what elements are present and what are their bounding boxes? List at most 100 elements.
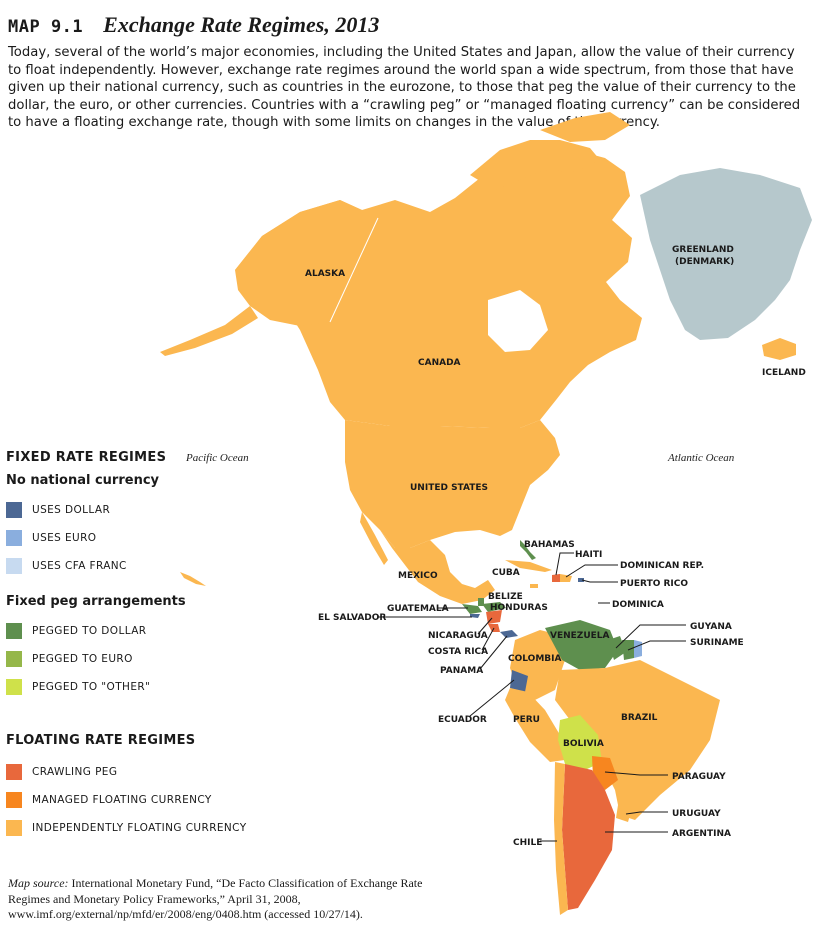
- argentina-region: [562, 764, 615, 910]
- label-haiti: HAITI: [575, 550, 602, 560]
- label-iceland: ICELAND: [762, 368, 806, 378]
- hudson-bay: [488, 290, 548, 352]
- legend-label-managed-floating: MANAGED FLOATING CURRENCY: [32, 794, 212, 806]
- leader-haiti: [555, 552, 574, 576]
- swatch-uses-cfa: [6, 558, 22, 574]
- leader-costa-rica: [481, 627, 495, 651]
- label-argentina: ARGENTINA: [672, 829, 731, 839]
- ellesmere: [540, 112, 630, 142]
- map-title: Exchange Rate Regimes, 2013: [103, 12, 380, 37]
- label-uruguay: URUGUAY: [672, 809, 721, 819]
- label-colombia: COLOMBIA: [508, 654, 561, 664]
- legend-item-uses-dollar: USES DOLLAR: [6, 496, 247, 524]
- map-source: Map source: International Monetary Fund,…: [8, 876, 428, 923]
- label-guyana: GUYANA: [690, 622, 732, 632]
- legend-item-uses-euro: USES EURO: [6, 524, 247, 552]
- bahamas-region: [520, 540, 536, 560]
- label-chile: CHILE: [513, 838, 542, 848]
- swatch-managed-floating: [6, 792, 22, 808]
- leader-dominican-rep: [565, 564, 618, 578]
- label-guatemala: GUATEMALA: [387, 604, 449, 614]
- map-header: MAP 9.1 Exchange Rate Regimes, 2013: [8, 12, 379, 38]
- alaska-canada-border: [329, 217, 379, 323]
- label-ecuador: ECUADOR: [438, 715, 487, 725]
- guatemala-region: [462, 604, 482, 614]
- label-honduras: HONDURAS: [490, 603, 548, 613]
- legend-item-managed-floating: MANAGED FLOATING CURRENCY: [6, 786, 247, 814]
- pacific-ocean-label: Pacific Ocean: [185, 452, 249, 464]
- el-salvador-region: [470, 614, 480, 618]
- baja: [360, 512, 388, 565]
- label-puerto-rico: PUERTO RICO: [620, 579, 688, 589]
- alaska-peninsula: [160, 306, 258, 356]
- swatch-pegged-dollar: [6, 623, 22, 639]
- swatch-pegged-euro: [6, 651, 22, 667]
- legend-no-currency-heading: No national currency: [6, 473, 160, 488]
- label-paraguay: PARAGUAY: [672, 772, 726, 782]
- hispaniola-dr: [560, 574, 572, 582]
- label-greenland-2: (DENMARK): [675, 257, 734, 267]
- label-bahamas: BAHAMAS: [524, 540, 575, 550]
- hispaniola-haiti: [552, 574, 560, 582]
- legend-label-pegged-other: PEGGED TO "OTHER": [32, 681, 151, 693]
- label-bolivia: BOLIVIA: [563, 739, 604, 749]
- leader-uruguay: [625, 811, 668, 815]
- swatch-pegged-other: [6, 679, 22, 695]
- legend-item-uses-cfa: USES CFA FRANC: [6, 552, 247, 580]
- legend-label-uses-dollar: USES DOLLAR: [32, 504, 111, 516]
- legend-floating-heading: FLOATING RATE REGIMES: [6, 733, 196, 748]
- label-dominica: DOMINICA: [612, 600, 664, 610]
- ecuador-region: [510, 670, 528, 692]
- mexico-region: [380, 530, 495, 604]
- honduras-region: [482, 602, 506, 612]
- label-panama: PANAMA: [440, 666, 483, 676]
- hawaii: [180, 572, 206, 586]
- united-states-region: [345, 420, 560, 548]
- greenland-region: [640, 168, 812, 340]
- swatch-uses-dollar: [6, 502, 22, 518]
- label-alaska: ALASKA: [305, 269, 345, 279]
- cuba-region: [505, 560, 552, 572]
- source-label: Map source:: [8, 876, 69, 890]
- leader-guyana: [615, 624, 686, 649]
- iceland-region: [762, 338, 796, 360]
- label-greenland-1: GREENLAND: [672, 245, 734, 255]
- intro-paragraph: Today, several of the world’s major econ…: [8, 45, 801, 130]
- label-canada: CANADA: [418, 358, 461, 368]
- leader-lines: [377, 552, 686, 842]
- legend-item-independently-floating: INDEPENDENTLY FLOATING CURRENCY: [6, 814, 247, 842]
- leader-puerto-rico: [581, 579, 618, 583]
- label-belize: BELIZE: [488, 592, 523, 602]
- label-united-states: UNITED STATES: [410, 483, 488, 493]
- label-dominican-rep: DOMINICAN REP.: [620, 561, 704, 571]
- label-el-salvador: EL SALVADOR: [318, 613, 386, 623]
- swatch-crawling-peg: [6, 764, 22, 780]
- legend-label-pegged-dollar: PEGGED TO DOLLAR: [32, 625, 147, 637]
- legend-label-crawling-peg: CRAWLING PEG: [32, 766, 118, 778]
- legend-item-pegged-euro: PEGGED TO EURO: [6, 645, 247, 673]
- leader-nicaragua: [477, 617, 493, 635]
- legend-item-pegged-dollar: PEGGED TO DOLLAR: [6, 617, 247, 645]
- legend-fixed-heading: FIXED RATE REGIMES: [6, 450, 167, 465]
- guyana-region: [608, 636, 626, 660]
- swatch-uses-euro: [6, 530, 22, 546]
- panama-region: [500, 630, 518, 638]
- venezuela-region: [545, 620, 618, 670]
- source-text: International Monetary Fund, “De Facto C…: [8, 876, 423, 921]
- arctic-islands: [470, 140, 600, 190]
- swatch-independently-floating: [6, 820, 22, 836]
- label-suriname: SURINAME: [690, 638, 744, 648]
- leader-ecuador: [469, 679, 515, 717]
- legend-label-uses-euro: USES EURO: [32, 532, 97, 544]
- jamaica: [530, 584, 538, 588]
- atlantic-ocean-label: Atlantic Ocean: [667, 452, 735, 464]
- french-guiana: [634, 640, 642, 658]
- puerto-rico-region: [578, 578, 584, 582]
- label-brazil: BRAZIL: [621, 713, 658, 723]
- bolivia-region: [558, 715, 602, 770]
- legend-peg-heading: Fixed peg arrangements: [6, 594, 186, 609]
- label-cuba: CUBA: [492, 568, 520, 578]
- legend: FIXED RATE REGIMES No national currency …: [6, 450, 247, 842]
- legend-label-uses-cfa: USES CFA FRANC: [32, 560, 127, 572]
